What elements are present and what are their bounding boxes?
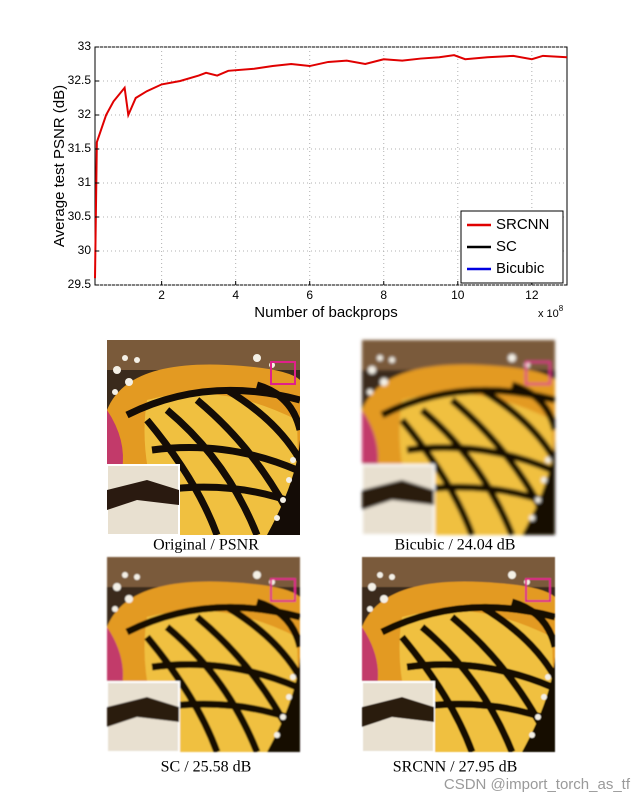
- image-panel: [362, 340, 555, 535]
- panel-caption: SRCNN / 27.95 dB: [393, 759, 517, 776]
- watermark: CSDN @import_torch_as_tf: [444, 776, 631, 793]
- x-tick-label: 10: [451, 288, 465, 302]
- x-tick-label: 4: [232, 288, 239, 302]
- y-tick-label: 30: [78, 243, 92, 257]
- lines: [94, 54, 568, 279]
- panel-caption: Original / PSNR: [153, 537, 259, 554]
- image-panel: [107, 557, 300, 752]
- x-scale-label: x 108: [538, 304, 564, 320]
- image-panel: [107, 340, 300, 535]
- series-line: [94, 54, 568, 279]
- y-tick-label: 32.5: [68, 73, 92, 87]
- legend: SRCNN SC Bicubic: [460, 210, 564, 284]
- x-tick-label: 6: [306, 288, 313, 302]
- y-tick-label: 30.5: [68, 209, 92, 223]
- legend-label: Bicubic: [496, 260, 545, 277]
- x-tick-label: 12: [525, 288, 539, 302]
- axes: 29.5 30 30.5 31 31.5 32 32.5 33 2 4 6 8 10 12: [68, 39, 539, 302]
- panel-caption: Bicubic / 24.04 dB: [395, 537, 516, 554]
- y-axis-label: Average test PSNR (dB): [51, 85, 68, 247]
- grid: [95, 46, 567, 286]
- x-tick-label: 2: [158, 288, 165, 302]
- x-axis-label: Number of backprops: [254, 304, 397, 321]
- image-panel: [362, 557, 555, 752]
- y-tick-label: 31: [78, 175, 92, 189]
- y-tick-label: 33: [78, 39, 92, 53]
- x-tick-label: 8: [380, 288, 387, 302]
- y-tick-label: 29.5: [68, 277, 92, 291]
- legend-label: SC: [496, 238, 517, 255]
- y-tick-label: 32: [78, 107, 92, 121]
- panel-caption: SC / 25.58 dB: [161, 759, 252, 776]
- x-scale-exponent: 8: [559, 304, 564, 313]
- legend-label: SRCNN: [496, 216, 549, 233]
- x-scale-base: x 10: [538, 308, 559, 320]
- y-tick-label: 31.5: [68, 141, 92, 155]
